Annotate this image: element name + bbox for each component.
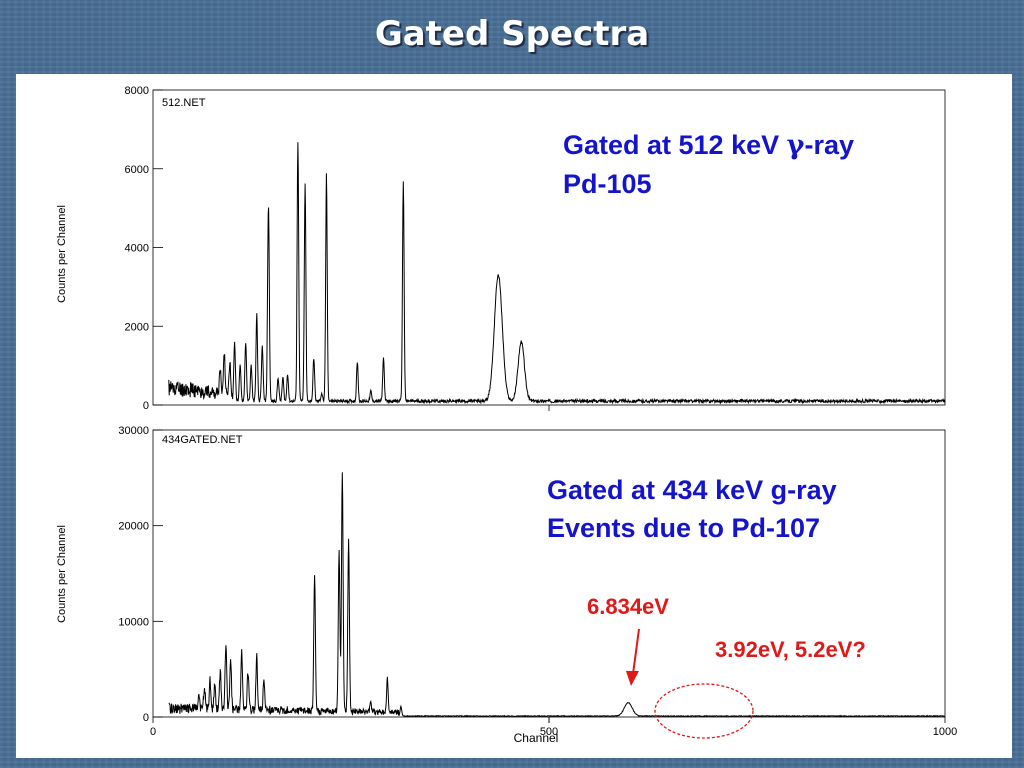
top-spectrum-line (168, 142, 946, 405)
x-tick-label: 1000 (933, 726, 957, 738)
search-region-ellipse (654, 683, 754, 739)
y-tick-label: 4000 (125, 243, 149, 255)
peak-energy-label: 6.834eV (587, 594, 669, 619)
y-tick-label: 0 (143, 400, 149, 412)
top-annotation: Gated at 512 keV γ-ray Pd-105 (563, 126, 854, 203)
top-chart-title: 512.NET (162, 97, 206, 109)
peak-arrow-head (626, 671, 639, 686)
unknown-peaks-label: 3.92eV, 5.2eV? (715, 637, 866, 662)
y-tick-label: 2000 (125, 321, 149, 333)
x-tick-label: 0 (150, 726, 156, 738)
peak-arrow-shaft (632, 628, 640, 675)
top-axes: 0 2000 4000 6000 8000 (125, 85, 550, 412)
bottom-spectrum-line (168, 472, 946, 718)
y-tick-label: 30000 (118, 425, 149, 437)
bottom-chart-title: 434GATED.NET (162, 434, 243, 446)
bottom-annotation: Gated at 434 keV g-ray Events due to Pd-… (547, 471, 837, 547)
bottom-axes: 0 10000 20000 30000 0 500 1000 (118, 425, 957, 738)
bottom-annotation-line1: Gated at 434 keV g-ray (547, 475, 837, 505)
y-tick-label: 6000 (125, 164, 149, 176)
top-chart: 512.NET Counts per Channel 0 2000 4000 6000… (56, 85, 946, 412)
y-tick-label: 8000 (125, 85, 149, 97)
bottom-x-axis-label: Channel (514, 731, 559, 745)
top-y-axis-label: Counts per Channel (56, 205, 68, 303)
top-annotation-line1: Gated at 512 keV γ-ray (563, 126, 854, 165)
top-annotation-suffix: -ray (804, 130, 854, 160)
top-annotation-line2: Pd-105 (563, 169, 652, 199)
y-tick-label: 10000 (118, 616, 149, 628)
bottom-chart: 434GATED.NET Counts per Channel Channel … (56, 425, 957, 745)
bottom-y-axis-label: Counts per Channel (56, 525, 68, 623)
gamma-symbol: γ (786, 130, 805, 161)
x-tick-label: 500 (540, 726, 558, 738)
top-annotation-text: Gated at 512 keV (563, 130, 787, 160)
slide-title: Gated Spectra (374, 14, 650, 54)
bottom-annotation-line2: Events due to Pd-107 (547, 513, 821, 543)
y-tick-label: 0 (143, 712, 149, 724)
chart-panel: 512.NET Counts per Channel 0 2000 4000 6000… (16, 74, 1012, 758)
spectra-figure: 512.NET Counts per Channel 0 2000 4000 6000… (56, 85, 957, 745)
y-tick-label: 20000 (118, 521, 149, 533)
